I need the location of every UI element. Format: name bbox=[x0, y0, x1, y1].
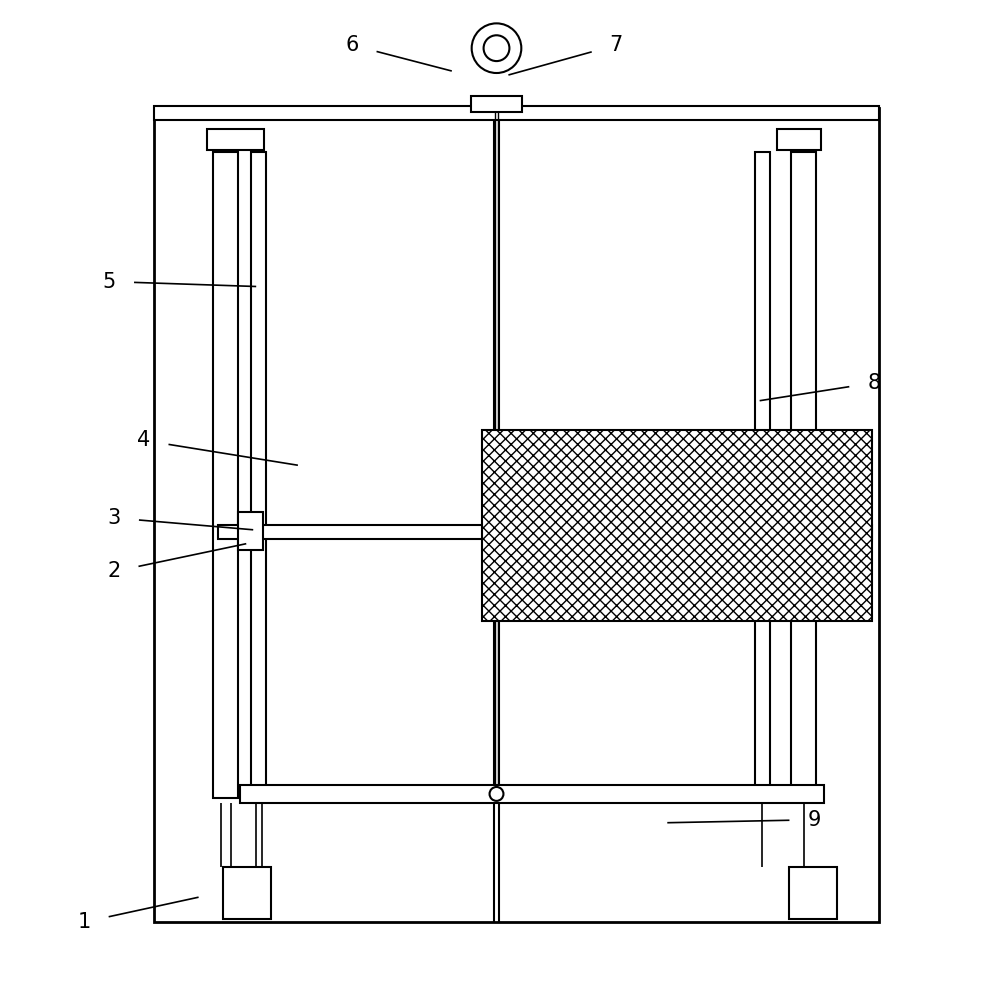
Bar bbox=[240, 785, 824, 803]
Bar bbox=[213, 152, 238, 798]
Bar bbox=[789, 867, 837, 919]
Circle shape bbox=[484, 35, 509, 61]
Bar bbox=[777, 129, 821, 150]
Bar bbox=[207, 129, 264, 150]
Bar bbox=[251, 152, 266, 798]
Text: 4: 4 bbox=[137, 430, 151, 450]
Text: 2: 2 bbox=[107, 561, 121, 581]
Bar bbox=[471, 96, 522, 112]
Circle shape bbox=[490, 787, 503, 801]
Text: 6: 6 bbox=[346, 35, 359, 55]
Bar bbox=[154, 108, 879, 922]
Bar bbox=[238, 512, 263, 550]
Bar bbox=[791, 152, 816, 798]
Bar bbox=[154, 106, 879, 120]
Bar bbox=[223, 867, 271, 919]
Text: 3: 3 bbox=[107, 508, 121, 528]
Circle shape bbox=[472, 23, 521, 73]
Text: 1: 1 bbox=[77, 912, 91, 932]
Text: 9: 9 bbox=[807, 810, 821, 830]
Bar bbox=[755, 152, 770, 798]
Text: 8: 8 bbox=[867, 373, 881, 393]
Text: 5: 5 bbox=[102, 272, 116, 292]
Bar bbox=[218, 525, 872, 539]
Text: 7: 7 bbox=[609, 35, 623, 55]
Bar bbox=[482, 430, 872, 621]
